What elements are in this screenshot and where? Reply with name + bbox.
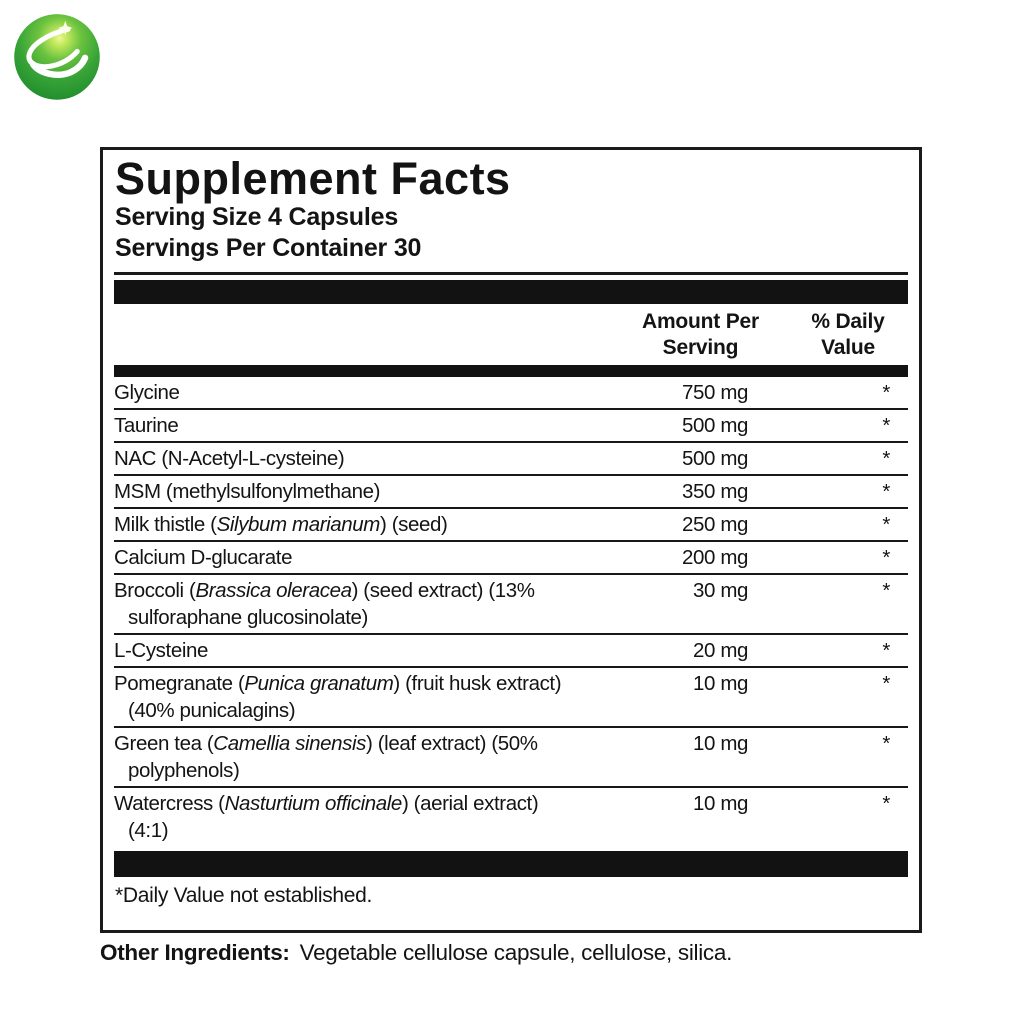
ingredient-amount: 750 mg (682, 381, 748, 404)
table-row: Broccoli (Brassica oleracea) (seed extra… (114, 575, 908, 635)
table-header: Amount Per Serving % Daily Value (114, 304, 908, 365)
column-header-spacer (114, 309, 613, 361)
ingredient-amount: 10 mg (693, 672, 748, 695)
ingredient-daily-value: * (882, 480, 890, 503)
globe-circle (14, 14, 100, 100)
ingredient-daily-value: * (882, 381, 890, 404)
other-ingredients-label: Other Ingredients: (100, 940, 290, 965)
ingredient-amount: 10 mg (693, 792, 748, 815)
table-row: Green tea (Camellia sinensis) (leaf extr… (114, 728, 908, 788)
brand-logo (11, 10, 103, 102)
ingredient-name: Glycine (114, 381, 180, 404)
ingredient-name: MSM (methylsulfonylmethane) (114, 480, 381, 503)
ingredient-daily-value: * (882, 414, 890, 437)
supplement-facts-panel: Supplement Facts Serving Size 4 Capsules… (100, 147, 922, 933)
other-ingredients: Other Ingredients: Vegetable cellulose ca… (100, 940, 732, 966)
divider-bar-bottom (114, 851, 908, 877)
ingredient-daily-value: * (882, 792, 890, 815)
ingredient-daily-value: * (882, 732, 890, 755)
table-row: Milk thistle (Silybum marianum) (seed) 25… (114, 509, 908, 542)
table-row: MSM (methylsulfonylmethane) 350 mg * (114, 476, 908, 509)
ingredient-name: Taurine (114, 414, 179, 437)
ingredient-name: NAC (N-Acetyl-L-cysteine) (114, 447, 345, 470)
table-row: NAC (N-Acetyl-L-cysteine) 500 mg * (114, 443, 908, 476)
serving-size: Serving Size 4 Capsules (115, 203, 399, 231)
ingredient-amount: 200 mg (682, 546, 748, 569)
column-header-daily-value: % Daily Value (811, 310, 885, 359)
table-row: Calcium D-glucarate 200 mg * (114, 542, 908, 575)
table-row: Glycine 750 mg * (114, 377, 908, 410)
ingredient-name: Milk thistle (Silybum marianum) (seed) (114, 513, 448, 536)
ingredient-rows: Glycine 750 mg * Taurine 500 mg * NAC (N-Acety… (114, 377, 908, 846)
ingredient-amount: 350 mg (682, 480, 748, 503)
ingredient-daily-value: * (882, 579, 890, 602)
divider-bar-top (114, 280, 908, 304)
table-row: Watercress (Nasturtium officinale) (aeri… (114, 788, 908, 846)
divider-bar-header (114, 365, 908, 377)
ingredient-daily-value: * (882, 639, 890, 662)
ingredient-name: Watercress (Nasturtium officinale) (aeri… (114, 792, 539, 842)
column-header-amount: Amount Per Serving (641, 310, 759, 359)
ingredient-daily-value: * (882, 513, 890, 536)
table-row: Taurine 500 mg * (114, 410, 908, 443)
ingredient-name: Pomegranate (Punica granatum) (fruit hus… (114, 672, 562, 722)
other-ingredients-text: Vegetable cellulose capsule, cellulose, … (299, 940, 733, 965)
servings-per-container: Servings Per Container 30 (115, 234, 422, 262)
ingredient-daily-value: * (882, 672, 890, 695)
logo-swoosh-lower-icon (29, 54, 89, 78)
ingredient-amount: 20 mg (693, 639, 748, 662)
table-row: Pomegranate (Punica granatum) (fruit hus… (114, 668, 908, 728)
divider-hairline (114, 272, 908, 275)
ingredient-amount: 30 mg (693, 579, 748, 602)
ingredient-name: Calcium D-glucarate (114, 546, 293, 569)
ingredient-amount: 10 mg (693, 732, 748, 755)
table-row: L-Cysteine 20 mg * (114, 635, 908, 668)
ingredient-name: Broccoli (Brassica oleracea) (seed extra… (114, 579, 535, 629)
ingredient-daily-value: * (882, 546, 890, 569)
logo-glint-icon (57, 20, 73, 36)
panel-title: Supplement Facts (115, 153, 511, 204)
ingredient-daily-value: * (882, 447, 890, 470)
ingredient-name: Green tea (Camellia sinensis) (leaf extr… (114, 732, 538, 782)
ingredient-amount: 250 mg (682, 513, 748, 536)
daily-value-footnote: *Daily Value not established. (115, 884, 373, 907)
green-globe-icon (14, 14, 100, 100)
ingredient-amount: 500 mg (682, 447, 748, 470)
ingredient-name: L-Cysteine (114, 639, 208, 662)
ingredient-amount: 500 mg (682, 414, 748, 437)
